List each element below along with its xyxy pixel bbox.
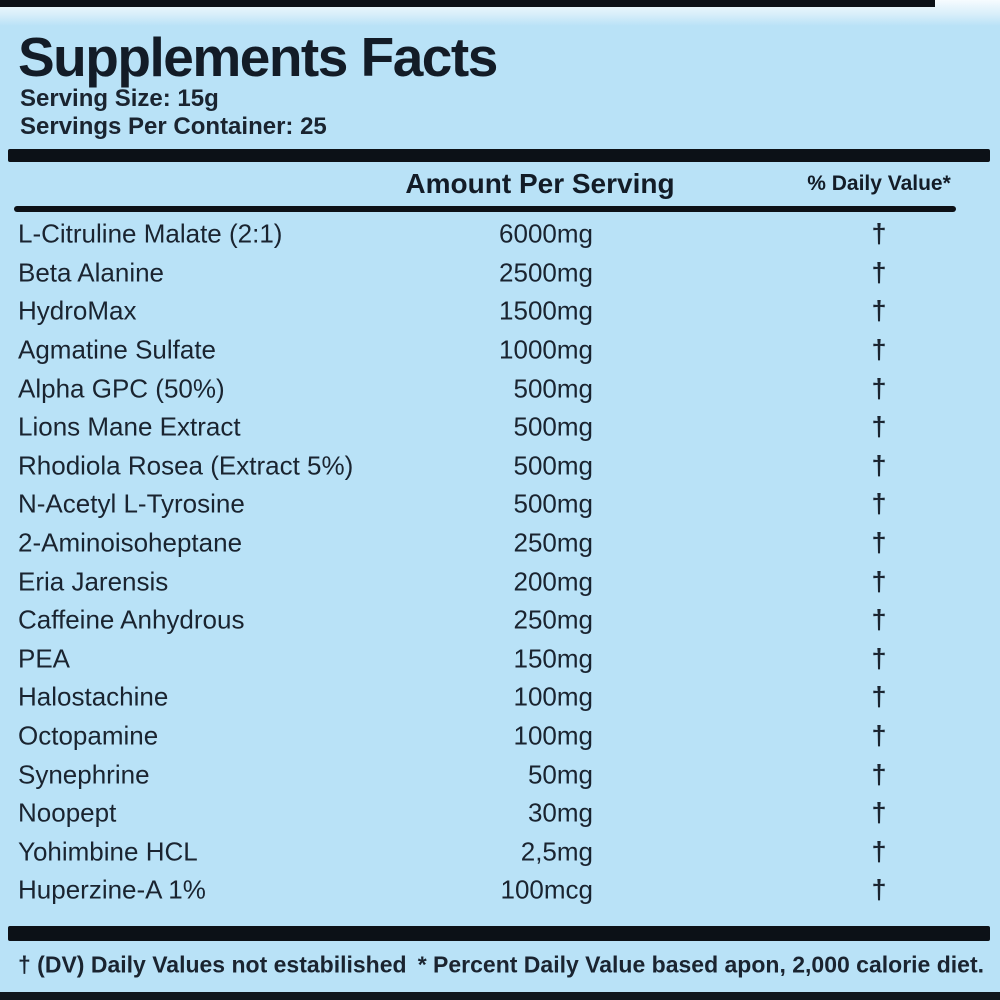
daily-value-dagger: † <box>871 643 887 674</box>
table-row: N-Acetyl L-Tyrosine 500mg † <box>0 485 1000 524</box>
daily-value-dagger: † <box>871 874 887 905</box>
daily-value-dagger: † <box>871 295 887 326</box>
ingredient-name: 2-Aminoisoheptane <box>18 527 243 558</box>
ingredient-name: PEA <box>18 643 71 674</box>
ingredient-name: Lions Mane Extract <box>18 411 241 442</box>
ingredient-amount: 500mg <box>513 411 594 442</box>
daily-value-dagger: † <box>871 373 887 404</box>
table-row: Octopamine 100mg † <box>0 717 1000 756</box>
ingredient-amount: 200mg <box>513 566 594 597</box>
daily-value-dagger: † <box>871 759 887 790</box>
ingredient-amount: 500mg <box>513 373 594 404</box>
daily-value-dagger: † <box>871 411 887 442</box>
table-row: 2-Aminoisoheptane 250mg † <box>0 524 1000 563</box>
table-row: HydroMax 1500mg † <box>0 292 1000 331</box>
ingredient-name: L-Citruline Malate (2:1) <box>18 218 283 249</box>
ingredient-amount: 100mg <box>513 681 594 712</box>
header-underline-bar <box>14 206 956 212</box>
top-edge-strip <box>0 0 1000 26</box>
daily-value-disclaimer: † (DV) Daily Values not estabilished <box>18 951 407 978</box>
ingredient-name: HydroMax <box>18 295 137 326</box>
ingredient-amount: 2500mg <box>499 257 593 288</box>
label-title: Supplements Facts <box>18 26 498 88</box>
ingredient-name: Yohimbine HCL <box>18 836 198 867</box>
daily-value-header: % Daily Value* <box>807 172 951 195</box>
table-row: Noopept 30mg † <box>0 794 1000 833</box>
ingredient-name: Synephrine <box>18 759 150 790</box>
daily-value-dagger: † <box>871 334 887 365</box>
table-row: Rhodiola Rosea (Extract 5%) 500mg † <box>0 447 1000 486</box>
ingredient-amount: 100mcg <box>500 874 594 905</box>
table-row: Lions Mane Extract 500mg † <box>0 408 1000 447</box>
daily-value-dagger: † <box>871 681 887 712</box>
table-row: Yohimbine HCL 2,5mg † <box>0 833 1000 872</box>
table-row: Halostachine 100mg † <box>0 678 1000 717</box>
ingredient-name: Caffeine Anhydrous <box>18 604 245 635</box>
ingredient-name: Halostachine <box>18 681 169 712</box>
ingredient-name: N-Acetyl L-Tyrosine <box>18 488 245 519</box>
ingredient-amount: 250mg <box>513 527 594 558</box>
ingredient-amount: 100mg <box>513 720 594 751</box>
ingredient-name: Noopept <box>18 797 117 828</box>
amount-per-serving-header: Amount Per Serving <box>405 168 675 199</box>
ingredient-name: Alpha GPC (50%) <box>18 373 225 404</box>
ingredient-name: Agmatine Sulfate <box>18 334 217 365</box>
ingredient-amount: 1000mg <box>499 334 593 365</box>
daily-value-dagger: † <box>871 604 887 635</box>
ingredient-amount: 50mg <box>527 759 593 790</box>
footer-separator-bar <box>8 925 990 941</box>
table-row: Beta Alanine 2500mg † <box>0 254 1000 293</box>
ingredient-name: Eria Jarensis <box>18 566 169 597</box>
ingredient-name: Octopamine <box>18 720 159 751</box>
top-black-bar <box>0 0 935 7</box>
daily-value-dagger: † <box>871 488 887 519</box>
ingredient-amount: 2,5mg <box>520 836 593 867</box>
table-row: L-Citruline Malate (2:1) 6000mg † <box>0 215 1000 254</box>
label-content: Supplements Facts Serving Size: 15g Serv… <box>0 30 1000 989</box>
header-separator-bar <box>8 149 990 162</box>
ingredient-amount: 250mg <box>513 604 594 635</box>
bottom-black-bar <box>0 992 1000 1000</box>
table-row: Caffeine Anhydrous 250mg † <box>0 601 1000 640</box>
ingredient-amount: 30mg <box>527 797 593 828</box>
ingredient-amount: 150mg <box>513 643 594 674</box>
daily-value-dagger: † <box>871 218 887 249</box>
table-row: PEA 150mg † <box>0 640 1000 679</box>
ingredient-amount: 6000mg <box>499 218 593 249</box>
table-row: Huperzine-A 1% 100mcg † <box>0 871 1000 910</box>
daily-value-dagger: † <box>871 720 887 751</box>
ingredient-name: Huperzine-A 1% <box>18 874 206 905</box>
table-header-row: Amount Per Serving % Daily Value* <box>0 162 1000 206</box>
ingredient-table: L-Citruline Malate (2:1) 6000mg † Beta Alan… <box>0 215 1000 910</box>
footnotes-row: † (DV) Daily Values not estabilished * P… <box>0 941 1000 989</box>
table-row: Agmatine Sulfate 1000mg † <box>0 331 1000 370</box>
daily-value-dagger: † <box>871 836 887 867</box>
ingredient-name: Beta Alanine <box>18 257 165 288</box>
serving-size-text: Serving Size: 15g <box>20 85 219 112</box>
table-row: Eria Jarensis 200mg † <box>0 562 1000 601</box>
ingredient-amount: 500mg <box>513 450 594 481</box>
servings-per-container-text: Servings Per Container: 25 <box>20 113 327 140</box>
daily-value-dagger: † <box>871 566 887 597</box>
daily-value-dagger: † <box>871 797 887 828</box>
ingredient-name: Rhodiola Rosea (Extract 5%) <box>18 450 354 481</box>
ingredient-amount: 1500mg <box>499 295 593 326</box>
daily-value-dagger: † <box>871 450 887 481</box>
percent-daily-value-note: * Percent Daily Value based apon, 2,000 … <box>417 951 984 978</box>
table-row: Alpha GPC (50%) 500mg † <box>0 369 1000 408</box>
table-row: Synephrine 50mg † <box>0 755 1000 794</box>
daily-value-dagger: † <box>871 527 887 558</box>
ingredient-amount: 500mg <box>513 488 594 519</box>
daily-value-dagger: † <box>871 257 887 288</box>
